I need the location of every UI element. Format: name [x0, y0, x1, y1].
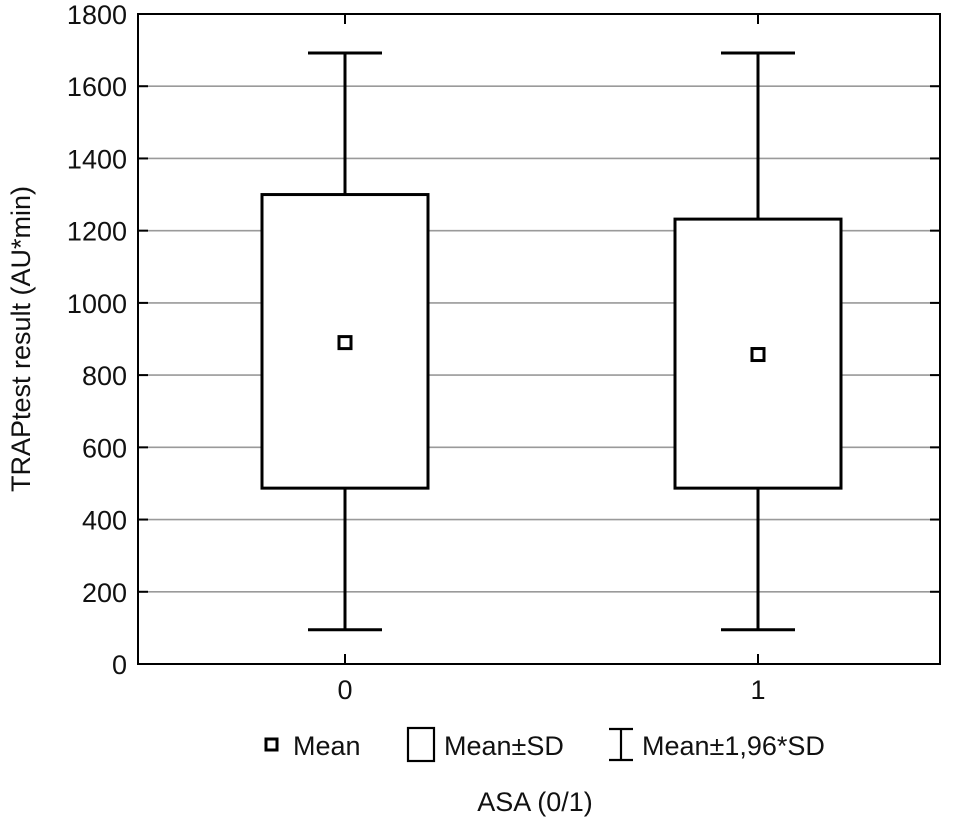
legend-sd-label: Mean±SD [444, 731, 564, 761]
legend-whisker-symbol [609, 727, 633, 762]
x-axis-title: ASA (0/1) [477, 787, 593, 817]
y-tick-label: 1400 [67, 144, 127, 174]
box-groups [260, 51, 843, 632]
legend: Mean Mean±SD Mean±1,96*SD [264, 726, 825, 763]
legend-item-sd: Mean±SD [406, 726, 564, 763]
y-tick-label: 1000 [67, 289, 127, 319]
x-tick-label: 1 [750, 675, 765, 705]
legend-item-ci: Mean±1,96*SD [609, 727, 825, 762]
y-tick-label: 0 [112, 650, 127, 680]
legend-sd-box-symbol [406, 726, 436, 763]
box-group-0 [260, 51, 430, 632]
y-tick-label: 1800 [67, 0, 127, 30]
legend-item-mean: Mean [264, 731, 361, 761]
y-tick-label: 400 [82, 506, 127, 536]
plot-frame [137, 13, 941, 665]
y-tick-label: 800 [82, 361, 127, 391]
box-group-1 [673, 51, 843, 632]
legend-ci-label: Mean±1,96*SD [642, 731, 825, 761]
y-tick-label: 600 [82, 433, 127, 463]
legend-mean-symbol [264, 737, 279, 752]
y-axis-ticks: 0 200 400 600 800 1000 1200 1400 1600 1800 [67, 0, 940, 680]
mean-marker [750, 347, 766, 363]
mean-marker [337, 335, 353, 351]
x-tick-label: 0 [337, 675, 352, 705]
y-tick-label: 1200 [67, 217, 127, 247]
y-tick-label: 1600 [67, 72, 127, 102]
y-axis-title: TRAPtest result (AU*min) [6, 186, 36, 492]
legend-mean-label: Mean [293, 731, 361, 761]
y-tick-label: 200 [82, 578, 127, 608]
